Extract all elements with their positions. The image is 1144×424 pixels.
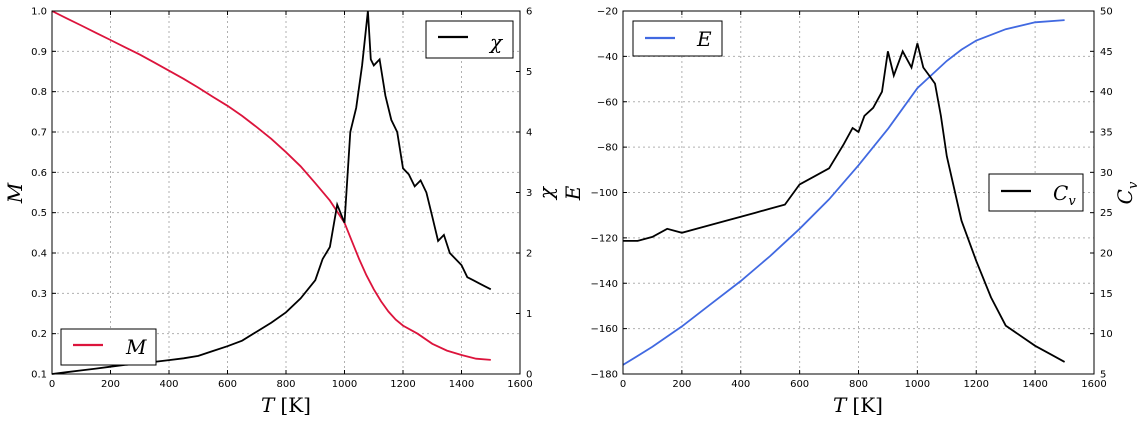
y-tick-label: 0.2 (31, 329, 47, 340)
right-chart-grid (623, 11, 1094, 374)
right-chart: 0 200 400 600 800 1000 1200 1400 1600 −180−160−1… (561, 7, 1141, 418)
x-tick-label: 1600 (1081, 379, 1106, 390)
y2-tick-label: 0 (526, 370, 532, 381)
y2-tick-label: 3 (526, 188, 532, 199)
legend-chi-label: χ (488, 30, 504, 54)
y2-tick-label: 35 (1100, 128, 1113, 139)
x-tick-label: 200 (672, 379, 691, 390)
x-tick-label: 1200 (964, 379, 989, 390)
y2-tick-label: 40 (1100, 87, 1113, 98)
y-tick-label: −20 (597, 7, 618, 18)
x-tick-label: 0 (49, 379, 55, 390)
x-tick-label: 1000 (905, 379, 930, 390)
right-x-label: T [K] (833, 393, 883, 417)
y-tick-label: 0.5 (31, 208, 47, 219)
x-tick-label: 0 (620, 379, 626, 390)
magnetization-line (51, 10, 491, 361)
y-tick-label: 0.1 (31, 370, 47, 381)
y-tick-label: −180 (591, 370, 618, 381)
y-tick-label: 0.8 (31, 87, 47, 98)
heat-capacity-line (623, 43, 1066, 363)
y2-tick-label: 5 (1100, 370, 1106, 381)
x-tick-label: 1200 (390, 379, 415, 390)
y-tick-label: −80 (597, 143, 618, 154)
y-tick-label: 0.9 (31, 47, 47, 58)
y-tick-label: 1.0 (31, 7, 47, 18)
legend-chi: χ (425, 20, 514, 59)
y2-tick-label: 10 (1100, 329, 1113, 340)
legend-cv: Cv (988, 173, 1084, 212)
y-tick-label: −140 (591, 279, 618, 290)
x-tick-label: 1400 (449, 379, 474, 390)
left-y-ticks: 0.1 0.2 0.3 0.4 0.5 0.6 0.7 0.8 0.9 1.0 (31, 7, 56, 381)
y-tick-label: 0.6 (31, 168, 47, 179)
x-tick-label: 200 (101, 379, 120, 390)
y2-tick-label: 1 (526, 309, 532, 320)
y2-tick-label: 5 (526, 67, 532, 78)
legend-m: M (60, 328, 157, 366)
legend-cv-label: Cv (1053, 181, 1076, 209)
y-tick-label: −160 (591, 324, 618, 335)
y-tick-label: 0.4 (31, 249, 47, 260)
left-x-label: T [K] (261, 393, 311, 417)
left-x-ticks: 0 200 400 600 800 1000 1200 1400 1600 (49, 11, 533, 390)
y2-tick-label: 25 (1100, 208, 1113, 219)
y2-tick-label: 30 (1100, 168, 1113, 179)
y-tick-label: −60 (597, 97, 618, 108)
left-chart: 0 200 400 600 800 1000 1200 1400 1600 0.10.20.30… (3, 7, 558, 418)
y-tick-label: 0.7 (31, 128, 47, 139)
x-tick-label: 400 (159, 379, 178, 390)
y2-tick-label: 4 (526, 128, 532, 139)
y2-tick-label: 45 (1100, 47, 1113, 58)
x-tick-label: 600 (790, 379, 809, 390)
right-y2-ticks: 5 10 15 20 25 30 35 40 45 50 (1090, 7, 1113, 381)
y2-tick-label: 15 (1100, 289, 1113, 300)
energy-line (622, 19, 1065, 366)
right-y2-label: Cv (1113, 181, 1141, 204)
y-tick-label: −100 (591, 188, 618, 199)
left-chart-grid (52, 11, 520, 374)
right-y-ticks: −180 −160 −140 −120 −100 −80 −60 −40 −20 (591, 7, 627, 381)
y-tick-label: 0.3 (31, 289, 47, 300)
y2-tick-label: 50 (1100, 7, 1113, 18)
x-tick-label: 400 (731, 379, 750, 390)
left-y-label: M (3, 182, 27, 204)
right-x-ticks: 0 200 400 600 800 1000 1200 1400 1600 (620, 11, 1107, 390)
x-tick-label: 800 (849, 379, 868, 390)
x-tick-label: 600 (218, 379, 237, 390)
x-tick-label: 1600 (507, 379, 532, 390)
x-tick-label: 800 (276, 379, 295, 390)
left-y2-ticks: 0 1 2 3 4 5 6 (516, 7, 532, 381)
susceptibility-line (51, 10, 492, 375)
right-y-label: E (561, 185, 585, 201)
legend-m-label: M (125, 335, 147, 359)
x-tick-label: 1400 (1022, 379, 1047, 390)
left-y2-label: χ (534, 185, 558, 201)
legend-e-label: E (696, 27, 712, 51)
y-tick-label: −40 (597, 52, 618, 63)
y2-tick-label: 6 (526, 7, 532, 18)
x-tick-label: 1000 (332, 379, 357, 390)
y2-tick-label: 20 (1100, 249, 1113, 260)
y2-tick-label: 2 (526, 249, 532, 260)
legend-e: E (632, 20, 723, 57)
y-tick-label: −120 (591, 233, 618, 244)
